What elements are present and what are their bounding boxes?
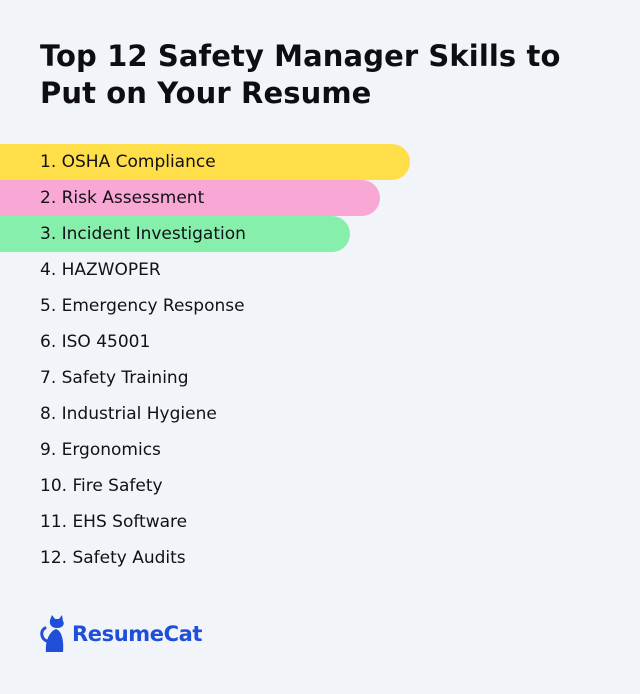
skills-list: 1. OSHA Compliance 2. Risk Assessment 3.… bbox=[0, 144, 640, 576]
skill-item-hazwoper: 4. HAZWOPER bbox=[40, 260, 161, 280]
brand-logo[interactable]: ResumeCat bbox=[40, 614, 202, 654]
skill-item-emergency-response: 5. Emergency Response bbox=[40, 296, 245, 316]
skill-item-incident-investigation: 3. Incident Investigation bbox=[0, 216, 350, 252]
page-title: Top 12 Safety Manager Skills to Put on Y… bbox=[40, 39, 561, 110]
skill-item-safety-audits: 12. Safety Audits bbox=[40, 548, 186, 568]
skill-item-risk-assessment: 2. Risk Assessment bbox=[0, 180, 380, 216]
skill-item-ehs-software: 11. EHS Software bbox=[40, 512, 188, 532]
skill-item-safety-training: 7. Safety Training bbox=[40, 368, 189, 388]
skill-item-ergonomics: 9. Ergonomics bbox=[40, 440, 161, 460]
cat-logo-icon bbox=[40, 615, 64, 652]
skill-item-iso-45001: 6. ISO 45001 bbox=[40, 332, 151, 352]
skill-item-osha-compliance: 1. OSHA Compliance bbox=[0, 144, 410, 180]
skill-item-fire-safety: 10. Fire Safety bbox=[40, 476, 163, 496]
brand-name: ResumeCat bbox=[72, 622, 203, 646]
skill-item-industrial-hygiene: 8. Industrial Hygiene bbox=[40, 404, 217, 424]
